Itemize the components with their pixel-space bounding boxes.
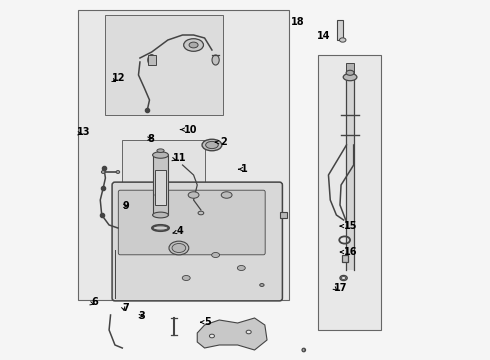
Text: 14: 14 [317, 31, 330, 41]
Text: 8: 8 [148, 134, 155, 144]
Text: 9: 9 [122, 201, 129, 211]
Ellipse shape [303, 349, 305, 351]
Bar [78, 10, 289, 300]
Text: 15: 15 [344, 221, 358, 231]
Text: 4: 4 [176, 226, 183, 236]
Text: 7: 7 [122, 303, 129, 313]
Ellipse shape [212, 55, 219, 65]
Text: 3: 3 [139, 311, 146, 321]
Text: 5: 5 [205, 317, 211, 327]
Bar [346, 63, 354, 73]
Ellipse shape [346, 70, 354, 75]
Text: 18: 18 [291, 17, 305, 27]
Text: 17: 17 [334, 283, 348, 293]
Ellipse shape [182, 275, 190, 280]
Ellipse shape [221, 192, 232, 198]
Ellipse shape [340, 38, 346, 42]
Bar [337, 20, 343, 40]
Ellipse shape [157, 149, 164, 153]
Text: 12: 12 [112, 73, 125, 84]
Bar [152, 155, 169, 215]
Ellipse shape [147, 55, 156, 66]
Text: 1: 1 [242, 164, 248, 174]
Ellipse shape [188, 192, 199, 198]
Bar [122, 140, 205, 235]
Ellipse shape [172, 243, 186, 252]
Bar [105, 15, 223, 115]
Ellipse shape [101, 171, 105, 174]
Ellipse shape [152, 152, 169, 158]
Text: 2: 2 [220, 137, 226, 147]
Text: 13: 13 [76, 127, 90, 138]
Ellipse shape [340, 275, 347, 280]
Ellipse shape [206, 141, 218, 149]
Ellipse shape [184, 39, 203, 51]
Ellipse shape [237, 265, 245, 270]
Bar [342, 255, 348, 262]
Ellipse shape [246, 330, 251, 334]
Ellipse shape [260, 284, 264, 287]
Bar [147, 55, 156, 66]
Ellipse shape [155, 192, 166, 198]
Text: 11: 11 [173, 153, 187, 163]
Ellipse shape [302, 348, 306, 352]
Ellipse shape [116, 171, 120, 174]
Bar [155, 170, 166, 205]
FancyBboxPatch shape [112, 182, 282, 301]
Ellipse shape [152, 212, 169, 218]
Bar [318, 55, 381, 330]
Ellipse shape [209, 334, 215, 338]
Ellipse shape [169, 241, 189, 255]
Bar [279, 212, 287, 218]
Text: 16: 16 [344, 247, 358, 257]
FancyBboxPatch shape [118, 190, 265, 255]
Ellipse shape [202, 139, 222, 151]
Ellipse shape [212, 252, 220, 257]
Polygon shape [197, 318, 267, 350]
Ellipse shape [343, 73, 357, 81]
Text: 6: 6 [91, 297, 98, 307]
Ellipse shape [189, 42, 198, 48]
Text: 10: 10 [184, 125, 197, 135]
Ellipse shape [342, 276, 346, 279]
Ellipse shape [198, 211, 204, 215]
